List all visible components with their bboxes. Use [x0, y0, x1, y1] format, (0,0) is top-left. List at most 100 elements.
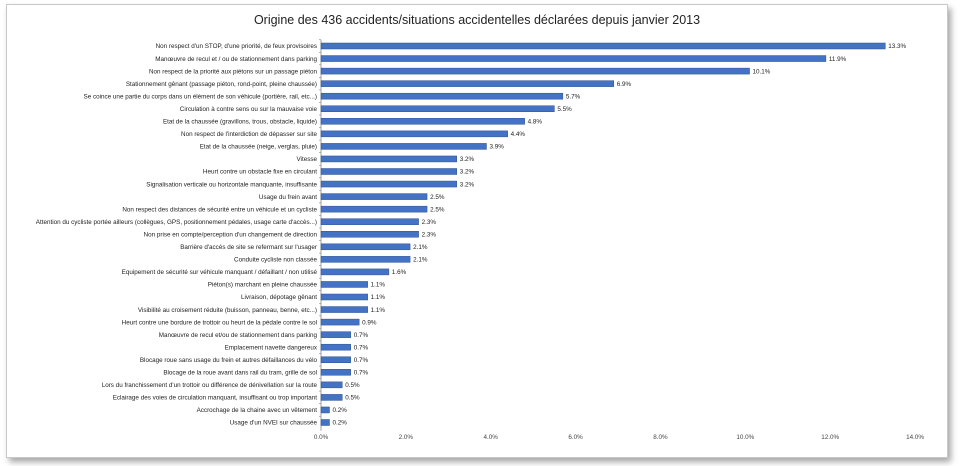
bar	[320, 293, 368, 301]
chart-title: Origine des 436 accidents/situations acc…	[253, 13, 701, 27]
value-label: 0.7%	[354, 332, 369, 339]
bar	[320, 356, 351, 363]
bar	[320, 205, 428, 213]
x-tick-label: 4.0%	[484, 434, 499, 441]
category-label: Blocage de la roue avant dans rail du tr…	[163, 370, 317, 377]
value-label: 2.5%	[430, 194, 445, 201]
value-label: 2.1%	[413, 244, 428, 251]
value-label: 3.2%	[460, 169, 475, 176]
x-tick-label: 8.0%	[653, 434, 668, 441]
value-label: 6.9%	[617, 81, 632, 88]
category-label: Signalisation verticale ou horizontale m…	[146, 181, 317, 188]
bar	[320, 331, 351, 338]
x-tick-label: 6.0%	[568, 434, 583, 441]
value-label: 4.8%	[528, 119, 543, 126]
category-label: Eclairage des voies de circulation manqu…	[113, 395, 318, 402]
bar	[320, 343, 351, 351]
value-label: 1.1%	[371, 282, 386, 289]
value-label: 2.3%	[422, 231, 437, 238]
x-tick-label: 12.0%	[821, 434, 839, 441]
category-label: Livraison, dépotage gênant	[241, 294, 317, 301]
value-label: 1.6%	[392, 269, 407, 276]
category-label: Manœuvre de recul et/ou de stationnement…	[159, 332, 318, 339]
bar	[320, 243, 411, 251]
bar	[320, 105, 555, 112]
category-label: Circulation à contre sens ou sur la mauv…	[180, 106, 318, 113]
value-label: 5.7%	[566, 93, 581, 100]
bar	[320, 143, 487, 150]
category-label: Visibilité au croisement réduite (buisso…	[138, 307, 317, 314]
value-label: 2.5%	[430, 206, 445, 213]
bar	[320, 231, 419, 238]
category-label: Accrochage de la chaine avec un vêtement	[197, 407, 318, 414]
category-label: Usage d'un NVEI sur chaussée	[230, 420, 318, 427]
bar	[320, 67, 750, 75]
category-label: Etat de la chaussée (neige, verglas, plu…	[200, 144, 317, 151]
value-label: 3.2%	[460, 156, 475, 163]
bar	[320, 168, 458, 175]
value-label: 0.2%	[332, 420, 347, 427]
category-label: Blocage roue sans usage du frein et autr…	[140, 357, 318, 364]
bar	[320, 256, 411, 263]
bar	[320, 268, 390, 276]
category-label: Non respect des distances de sécurité en…	[122, 206, 317, 213]
bar	[320, 155, 458, 163]
category-label: Emplacement navette dangereux	[225, 344, 318, 351]
bar	[320, 180, 458, 188]
value-label: 0.2%	[332, 407, 347, 414]
category-label: Manœuvre de recul et / ou de stationneme…	[155, 56, 317, 63]
bar	[320, 369, 351, 376]
category-label: Conduite cycliste non classée	[234, 257, 317, 264]
bar	[320, 306, 368, 313]
category-label: Non respect d'un STOP, d'une priorité, d…	[156, 43, 317, 50]
value-label: 0.5%	[345, 382, 360, 389]
category-label: Piéton(s) marchant en pleine chaussée	[208, 282, 318, 289]
bar-chart: Non respect d'un STOP, d'une priorité, d…	[36, 39, 924, 441]
category-label: Heurt contre une bordure de trottoir ou …	[122, 319, 317, 326]
value-label: 13.3%	[888, 43, 906, 50]
x-tick-label: 10.0%	[736, 434, 754, 441]
category-label: Usage du frein avant	[259, 194, 317, 201]
bar	[320, 419, 330, 426]
value-label: 3.2%	[460, 181, 475, 188]
x-tick-label: 0.0%	[314, 434, 329, 441]
bar	[320, 218, 419, 225]
x-tick-label: 2.0%	[399, 434, 414, 441]
category-label: Lors du franchissement d'un trottoir ou …	[102, 382, 318, 389]
bar	[320, 130, 508, 138]
value-label: 1.1%	[371, 294, 386, 301]
bar	[320, 193, 428, 200]
value-label: 0.9%	[362, 319, 377, 326]
value-label: 2.1%	[413, 257, 428, 264]
bar	[320, 92, 564, 100]
category-label: Attention du cycliste portée ailleurs (c…	[36, 219, 317, 226]
value-label: 10.1%	[753, 68, 771, 75]
category-label: Equipement de sécurité sur véhicule manq…	[122, 269, 318, 276]
value-label: 0.7%	[354, 344, 369, 351]
bar	[320, 281, 368, 288]
bar	[320, 318, 360, 326]
bar	[320, 118, 525, 125]
bar	[320, 55, 827, 62]
chart-frame: Origine des 436 accidents/situations acc…	[6, 4, 948, 458]
category-label: Non prise en compte/perception d'un chan…	[144, 231, 318, 238]
bar	[320, 394, 343, 401]
category-label: Vitesse	[296, 156, 317, 163]
category-label: Heurt contre un obstacle fixe en circula…	[203, 169, 317, 176]
value-label: 11.9%	[829, 56, 847, 63]
value-label: 0.7%	[354, 370, 369, 377]
value-label: 0.5%	[345, 395, 360, 402]
bar	[320, 42, 886, 50]
category-label: Stationnement gênant (passage piéton, ro…	[126, 81, 317, 88]
bar	[320, 381, 343, 389]
value-label: 2.3%	[422, 219, 437, 226]
value-label: 4.4%	[511, 131, 526, 138]
value-label: 1.1%	[371, 307, 386, 314]
category-label: Se coince une partie du corps dans un él…	[84, 93, 317, 100]
category-label: Etat de la chaussée (gravillons, trous, …	[163, 119, 317, 126]
value-label: 0.7%	[354, 357, 369, 364]
category-label: Non respect de l'interdiction de dépasse…	[181, 131, 317, 138]
category-label: Barrière d'accès de site se refermant su…	[180, 244, 317, 251]
bar	[320, 80, 615, 87]
value-label: 5.5%	[557, 106, 572, 113]
